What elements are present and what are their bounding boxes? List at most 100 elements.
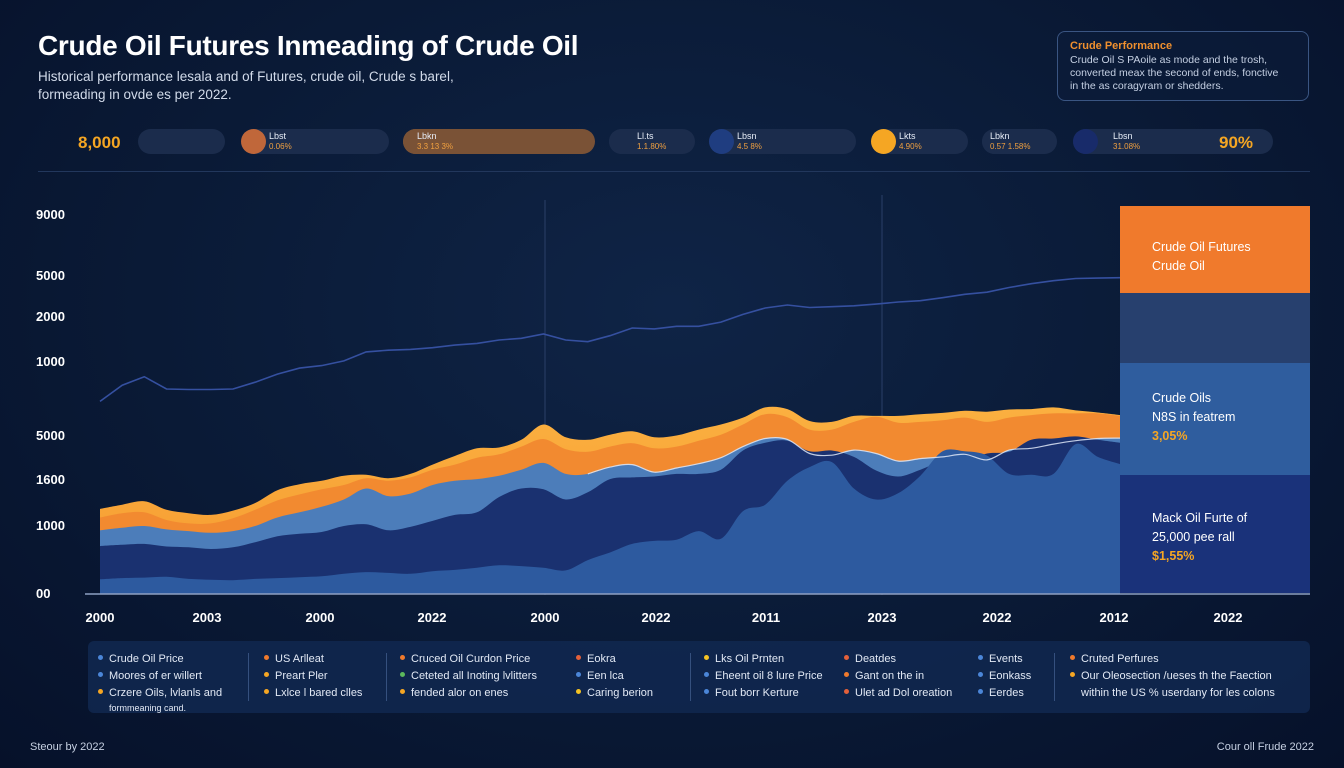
x-tick-label: 2000: [305, 610, 335, 625]
legend-item: Moores of er willert: [98, 668, 222, 685]
y-tick-label: 2000: [36, 309, 65, 324]
legend-item: Cruted Perfures: [1070, 651, 1275, 668]
annotation-title: Crude Oil Futures: [1152, 240, 1251, 254]
legend: Crude Oil Price Moores of er willert Crz…: [88, 641, 1310, 713]
legend-dot-icon: [1070, 655, 1075, 660]
legend-separator: [248, 653, 249, 701]
legend-item: formmeaning cand.: [109, 703, 187, 713]
segment-blue: [1120, 363, 1310, 475]
kpi-pill: Lbkn 0.57 1.58%: [982, 129, 1057, 154]
annotation-sub: 25,000 pee rall: [1152, 530, 1235, 544]
kpi-pill-label: Lbsn: [1113, 131, 1133, 141]
legend-item: Caring berion: [576, 685, 653, 702]
legend-dot-icon: [400, 672, 405, 677]
kpi-dot-icon: [871, 129, 896, 154]
kpi-pill: Ll.ts 1.1.80%: [609, 129, 695, 154]
legend-dot-icon: [844, 689, 849, 694]
kpi-pill-label: Ll.ts: [637, 131, 654, 141]
legend-item: Ceteted all Inoting lvlitters: [400, 668, 537, 685]
series-line-trend: [99, 276, 1121, 403]
legend-item: fended alor on enes: [400, 685, 537, 702]
annotation-value: 3,05%: [1152, 429, 1188, 443]
x-tick-label: 2022: [1213, 610, 1243, 625]
series-highlight-edge: [587, 436, 1121, 475]
legend-item: Cruced Oil Curdon Price: [400, 651, 537, 668]
annotation-sub: Crude Oil: [1152, 259, 1205, 273]
x-tick-label: 2003: [192, 610, 222, 625]
legend-item: Eheent oil 8 lure Price: [704, 668, 823, 685]
legend-item: Eokra: [576, 651, 653, 668]
page-title: Crude Oil Futures Inmeading of Crude Oil: [38, 30, 579, 61]
legend-dot-icon: [400, 655, 405, 660]
info-box: Crude Performance Crude Oil S PAoile as …: [1057, 31, 1309, 101]
y-tick-label: 9000: [36, 207, 65, 222]
kpi-pill: Lbsn 31.08%: [1073, 129, 1273, 154]
kpi-pill: Lkts 4.90%: [871, 129, 968, 154]
legend-col: Crude Oil Price Moores of er willert Crz…: [98, 651, 222, 714]
legend-item: Deatdes: [844, 651, 952, 668]
legend-dot-icon: [1070, 672, 1075, 677]
legend-col: Cruted Perfures Our Oleosection /ueses t…: [1070, 651, 1275, 702]
kpi-pill: Lbkn 3.3 13 3%: [403, 129, 595, 154]
legend-dot-icon: [704, 672, 709, 677]
legend-dot-icon: [264, 672, 269, 677]
legend-dot-icon: [844, 672, 849, 677]
legend-dot-icon: [576, 655, 581, 660]
x-tick-label: 2023: [867, 610, 897, 625]
y-tick-label: 1600: [36, 472, 65, 487]
kpi-dot-icon: [982, 129, 1007, 154]
legend-dot-icon: [98, 689, 103, 694]
legend-item: Crzere Oils, lvlanls and: [98, 685, 222, 702]
info-box-line-3: in the as coragyram or shedders.: [1070, 80, 1224, 92]
kpi-pill: Lbst 0.06%: [241, 129, 389, 154]
y-tick-label: 00: [36, 586, 51, 601]
y-tick-label: 5000: [36, 268, 65, 283]
kpi-pill-value: 4.90%: [899, 142, 922, 151]
subtitle-line-1: Historical performance lesala and of Fut…: [38, 69, 454, 84]
legend-dot-icon: [98, 655, 103, 660]
legend-col: Deatdes Gant on the in Ulet ad Dol oreat…: [844, 651, 952, 702]
kpi-pill-value: 0.06%: [269, 142, 292, 151]
legend-dot-icon: [844, 655, 849, 660]
legend-dot-icon: [576, 672, 581, 677]
kpi-pill-value: 1.1.80%: [637, 142, 667, 151]
legend-item: Preart Pler: [264, 668, 362, 685]
legend-dot-icon: [98, 672, 103, 677]
kpi-dot-icon: [403, 129, 428, 154]
footer-credit: Cour oll Frude 2022: [1216, 741, 1314, 753]
kpi-pill-label: Lbst: [269, 131, 287, 141]
kpi-dot-icon: [241, 129, 266, 154]
legend-item: Crude Oil Price: [98, 651, 222, 668]
kpi-dot-icon: [709, 129, 734, 154]
segment-orange: [1120, 206, 1310, 293]
legend-col: Events Eonkass Eerdes: [978, 651, 1031, 702]
annotation-title: Mack Oil Furte of: [1152, 511, 1248, 525]
legend-item: Ulet ad Dol oreation: [844, 685, 952, 702]
kpi-pill: Lbsn 4.5 8%: [709, 129, 856, 154]
footer-source: Steour by 2022: [30, 741, 105, 753]
legend-col: Lks Oil Prnten Eheent oil 8 lure Price F…: [704, 651, 823, 702]
annotation-crude-oils: Crude Oils N8S in featrem 3,05%: [1120, 389, 1310, 446]
legend-dot-icon: [978, 655, 983, 660]
info-box-title: Crude Performance: [1070, 40, 1173, 52]
kpi-dot-icon: [1073, 129, 1098, 154]
y-tick-label: 1000: [36, 354, 65, 369]
annotation-title: Crude Oils: [1152, 391, 1212, 405]
legend-separator: [690, 653, 691, 701]
legend-col: US Arlleat Preart Pler Lxlce l bared cll…: [264, 651, 362, 702]
legend-col: Eokra Een lca Caring berion: [576, 651, 653, 702]
kpi-left-value: 8,000: [78, 133, 121, 152]
segment-slate: [1120, 293, 1310, 363]
kpi-pill-label: Lbkn: [990, 131, 1010, 141]
legend-item: Fout borr Kerture: [704, 685, 823, 702]
legend-dot-icon: [704, 689, 709, 694]
legend-item: Lks Oil Prnten: [704, 651, 823, 668]
series-area-navy-base: [100, 443, 1120, 594]
subtitle-line-2: formeading in ovde es per 2022.: [38, 87, 232, 102]
kpi-pill-empty: [138, 129, 225, 154]
x-tick-label: 2022: [982, 610, 1012, 625]
legend-item: within the US % userdany for les colons: [1081, 687, 1275, 699]
x-tick-label: 2000: [530, 610, 560, 625]
x-tick-label: 2022: [417, 610, 447, 625]
